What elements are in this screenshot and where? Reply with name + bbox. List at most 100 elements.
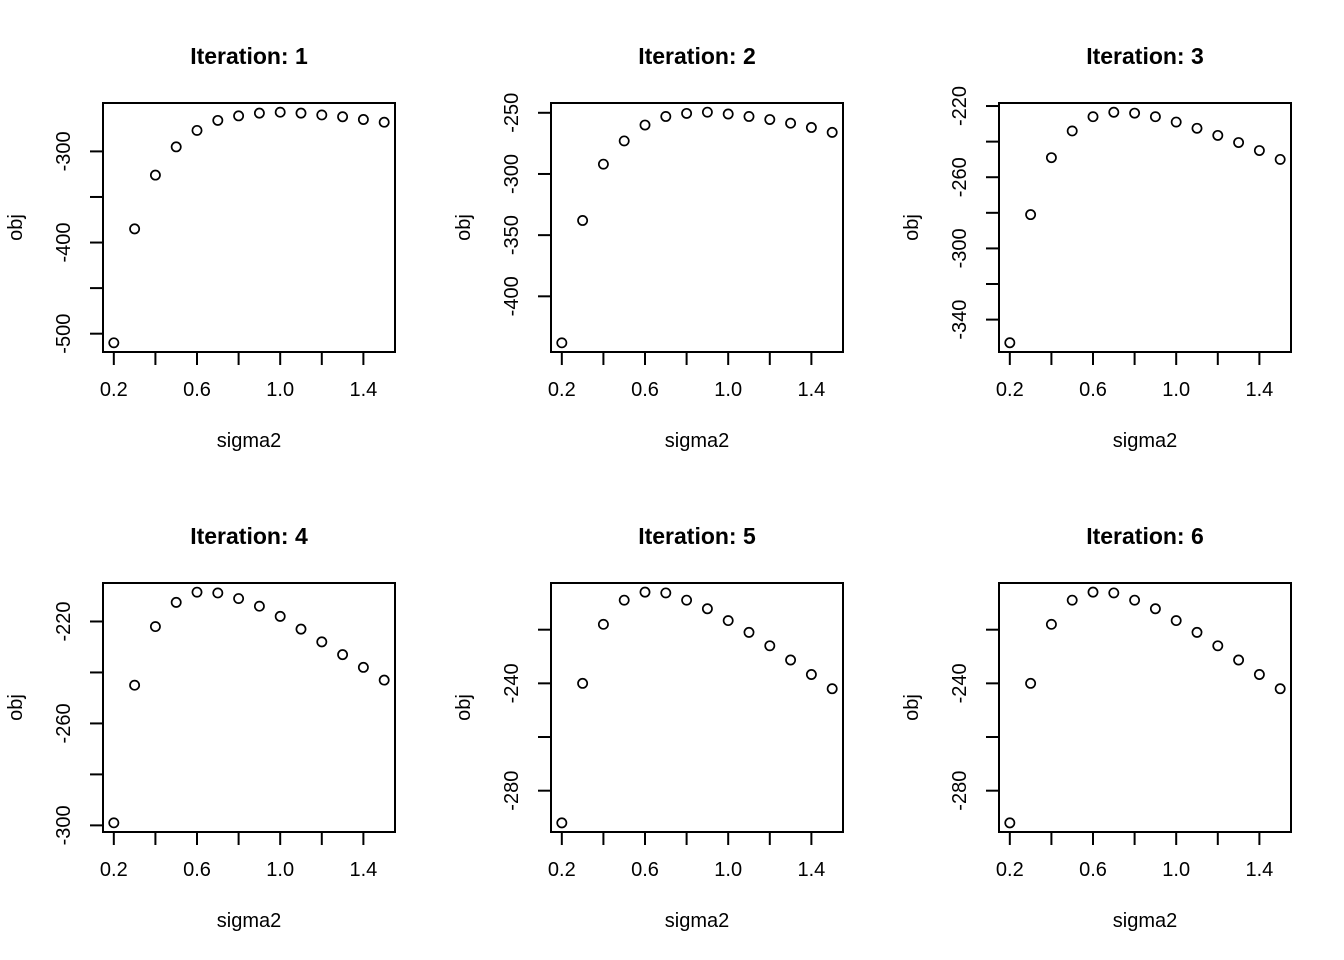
x-tick-label: 0.6 — [183, 379, 211, 401]
data-point — [357, 114, 369, 125]
data-point — [1129, 594, 1141, 606]
data-point — [1066, 125, 1078, 137]
plot-box — [102, 582, 396, 833]
panel-title: Iteration: 3 — [1086, 43, 1204, 69]
data-point — [639, 586, 651, 598]
data-point — [1025, 677, 1037, 689]
plot-box — [550, 582, 844, 833]
data-point — [743, 111, 755, 122]
x-tick-label: 0.2 — [996, 859, 1024, 881]
y-tick-label: -260 — [53, 703, 75, 743]
y-tick-label: -280 — [501, 771, 523, 811]
data-point — [337, 111, 349, 123]
x-tick-label: 1.4 — [797, 379, 825, 401]
data-point — [1253, 669, 1265, 680]
data-point — [129, 679, 141, 691]
data-point — [681, 594, 693, 606]
data-point — [1170, 615, 1182, 627]
y-axis-label: obj — [5, 694, 27, 721]
y-tick-label: -350 — [501, 215, 523, 255]
x-tick-label: 1.4 — [1245, 379, 1273, 401]
panel-background — [448, 480, 896, 960]
scatter-plot: Iteration: 5 0.2 0.6 1.0 1.4 -240 -280 sigma2 ob… — [448, 480, 896, 960]
panel-background — [896, 0, 1344, 480]
data-point — [764, 640, 776, 652]
data-point — [149, 169, 161, 181]
data-point — [701, 603, 713, 615]
y-axis-label: obj — [901, 694, 923, 721]
panel-title: Iteration: 2 — [638, 43, 756, 69]
panel-iteration-2: Iteration: 2 0.2 0.6 1.0 1.4 -250 -300 -350 -400… — [448, 0, 896, 480]
data-point — [556, 817, 568, 829]
x-tick-label: 1.0 — [714, 379, 742, 401]
scatter-plot: Iteration: 3 0.2 0.6 1.0 1.4 -220 -260 -300 -340… — [896, 0, 1344, 480]
data-point — [1191, 626, 1203, 638]
data-point — [295, 107, 307, 119]
data-point — [1274, 683, 1286, 695]
x-axis-label: sigma2 — [217, 910, 281, 932]
data-point — [577, 677, 589, 689]
data-point — [1045, 618, 1057, 630]
data-point — [337, 649, 349, 661]
data-point — [1233, 137, 1245, 148]
x-tick-label: 1.0 — [1162, 379, 1190, 401]
panel-iteration-1: Iteration: 1 0.2 0.6 1.0 1.4 -300 -400 -500 sigm… — [0, 0, 448, 480]
data-point — [1212, 640, 1224, 652]
data-point — [1212, 129, 1224, 141]
data-point — [191, 586, 203, 598]
data-point — [577, 215, 589, 226]
data-point — [597, 158, 609, 170]
data-point — [826, 126, 838, 138]
y-tick-label: -240 — [501, 663, 523, 703]
x-tick-label: 1.4 — [1245, 859, 1273, 881]
panel-title: Iteration: 6 — [1086, 523, 1204, 549]
y-axis-label: obj — [453, 694, 475, 721]
x-axis-label: sigma2 — [665, 430, 729, 452]
x-tick-label: 0.6 — [631, 379, 659, 401]
scatter-plot: Iteration: 4 0.2 0.6 1.0 1.4 -220 -260 -300 sigm… — [0, 480, 448, 960]
data-point — [1025, 209, 1037, 221]
data-point — [357, 661, 369, 673]
data-point — [1004, 817, 1016, 829]
data-point — [274, 610, 286, 622]
scatter-plot: Iteration: 2 0.2 0.6 1.0 1.4 -250 -300 -350 -400… — [448, 0, 896, 480]
data-point — [764, 114, 776, 125]
x-tick-label: 0.2 — [548, 379, 576, 401]
x-tick-label: 0.6 — [1079, 379, 1107, 401]
y-tick-label: -220 — [53, 601, 75, 641]
data-point — [191, 124, 203, 136]
data-point — [170, 141, 182, 153]
data-point — [212, 114, 224, 126]
data-point — [1108, 587, 1120, 599]
data-point — [253, 600, 265, 612]
data-point — [660, 111, 672, 122]
data-point — [785, 654, 797, 666]
data-point — [1004, 337, 1016, 349]
data-point — [233, 593, 245, 604]
y-tick-label: -400 — [53, 223, 75, 263]
x-tick-label: 1.4 — [349, 859, 377, 881]
data-point — [1149, 111, 1161, 123]
data-point — [785, 117, 797, 129]
data-point — [1191, 122, 1203, 134]
x-tick-label: 0.6 — [1079, 859, 1107, 881]
panel-title: Iteration: 5 — [638, 523, 756, 549]
data-point — [378, 116, 390, 128]
x-tick-label: 0.6 — [183, 859, 211, 881]
panel-iteration-4: Iteration: 4 0.2 0.6 1.0 1.4 -220 -260 -300 sigm… — [0, 480, 448, 960]
scatter-plot: Iteration: 6 0.2 0.6 1.0 1.4 -240 -280 sigma2 ob… — [896, 480, 1344, 960]
y-tick-label: -300 — [949, 228, 971, 268]
scatter-plot: Iteration: 1 0.2 0.6 1.0 1.4 -300 -400 -500 sigm… — [0, 0, 448, 480]
x-axis-label: sigma2 — [1113, 430, 1177, 452]
x-tick-label: 0.2 — [100, 859, 128, 881]
plot-box — [998, 102, 1292, 353]
y-tick-label: -300 — [53, 805, 75, 845]
x-tick-label: 0.2 — [548, 859, 576, 881]
x-tick-label: 1.0 — [714, 859, 742, 881]
data-point — [701, 106, 713, 118]
data-point — [1087, 586, 1099, 598]
data-point — [316, 636, 328, 648]
data-point — [129, 223, 141, 235]
data-point — [108, 337, 120, 349]
